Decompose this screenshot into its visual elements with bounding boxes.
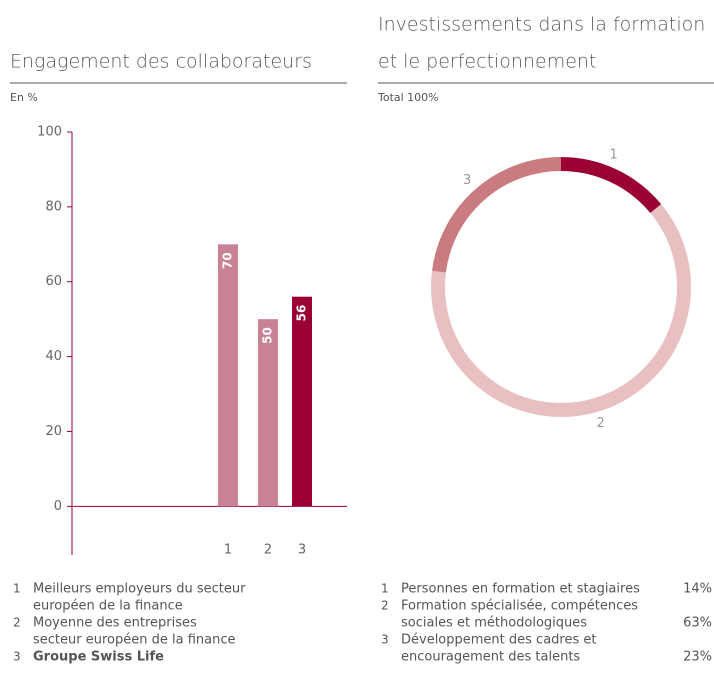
- legend-text: Meilleurs employeurs du secteur: [33, 582, 246, 597]
- legend-text: Développement des cadres et: [401, 633, 596, 648]
- legend-number: 3: [13, 650, 21, 664]
- chart-subtitle: En %: [10, 91, 38, 104]
- y-tick-label: 0: [54, 499, 62, 514]
- chart-title: et le perfectionnement: [378, 51, 596, 73]
- legend-text: secteur européen de la finance: [33, 633, 235, 648]
- legend-number: 2: [13, 616, 21, 630]
- donut-segment: [432, 157, 562, 273]
- legend-text: Groupe Swiss Life: [33, 650, 164, 665]
- legend-text: encouragement des talents: [401, 650, 580, 665]
- legend-text: Moyenne des entreprises: [33, 616, 197, 631]
- segment-label: 3: [463, 173, 471, 188]
- segment-label: 2: [596, 416, 604, 431]
- legend-text: sociales et méthodologiques: [401, 616, 587, 631]
- legend-number: 2: [381, 599, 389, 613]
- legend-text: Formation spécialisée, compétences: [401, 599, 638, 614]
- chart-subtitle: Total 100%: [377, 91, 439, 104]
- legend-number: 1: [381, 582, 389, 596]
- legend-number: 3: [381, 633, 389, 647]
- bar: [292, 296, 312, 507]
- y-tick-label: 20: [45, 424, 62, 439]
- y-tick-label: 40: [45, 349, 62, 364]
- x-tick-label: 2: [264, 543, 272, 558]
- bar-label: 56: [295, 305, 309, 322]
- bar: [258, 319, 278, 507]
- legend-value: 14%: [683, 582, 712, 597]
- chart-title: Investissements dans la formation: [378, 14, 705, 36]
- legend-text: européen de la finance: [33, 599, 183, 614]
- y-tick-label: 100: [37, 125, 62, 140]
- bar: [218, 244, 238, 507]
- x-tick-label: 1: [224, 543, 232, 558]
- legend-number: 1: [13, 582, 21, 596]
- legend-value: 63%: [683, 616, 712, 631]
- legend-value: 23%: [683, 650, 712, 665]
- segment-label: 1: [610, 148, 618, 163]
- y-tick-label: 60: [45, 274, 62, 289]
- x-tick-label: 3: [298, 543, 306, 558]
- chart-title: Engagement des collaborateurs: [10, 51, 312, 73]
- donut-segment: [560, 157, 662, 214]
- donut-segment: [431, 204, 691, 417]
- bar-label: 70: [221, 252, 235, 269]
- y-tick-label: 80: [45, 199, 62, 214]
- bar-label: 50: [261, 327, 275, 344]
- legend-text: Personnes en formation et stagiaires: [401, 582, 640, 597]
